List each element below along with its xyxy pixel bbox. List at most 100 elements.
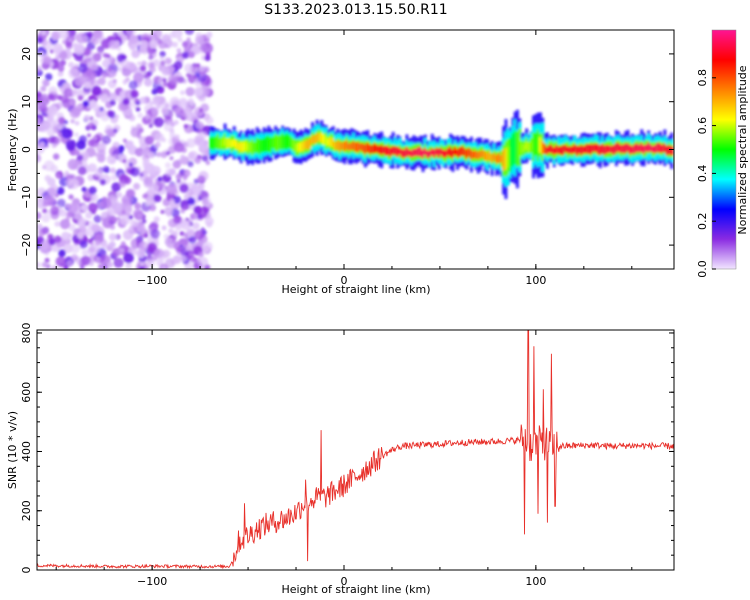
noise-speckle [131, 49, 140, 59]
ridge-cell [509, 143, 513, 166]
ridge-cell [635, 143, 639, 153]
noise-speckle [72, 42, 78, 48]
noise-speckle [56, 198, 66, 208]
noise-speckle [54, 155, 59, 160]
noise-speckle [58, 50, 68, 60]
noise-speckle [83, 114, 91, 122]
noise-speckle [195, 35, 205, 45]
noise-speckle [68, 178, 80, 190]
noise-speckle [108, 92, 118, 102]
ridge-cell [288, 137, 292, 146]
ridge-cell [449, 146, 453, 157]
ridge-cell [651, 145, 655, 153]
ridge-cell [370, 145, 374, 154]
ridge-cell [536, 137, 540, 154]
ridge-cell [329, 137, 333, 147]
noise-speckle [109, 99, 116, 106]
ridge-cell [658, 143, 662, 153]
ridge-cell [419, 146, 423, 157]
noise-speckle [50, 206, 60, 216]
ridge-cell [585, 144, 589, 154]
noise-speckle [137, 112, 143, 119]
noise-speckle [98, 149, 106, 157]
noise-speckle [169, 198, 175, 205]
y-tick-label: 20 [20, 47, 33, 61]
noise-speckle [149, 204, 157, 212]
noise-speckle [117, 153, 125, 161]
ridge-cell [603, 145, 607, 155]
noise-speckle [74, 121, 80, 126]
noise-speckle [79, 265, 85, 269]
ridge-cell [444, 150, 448, 158]
noise-speckle [139, 96, 147, 104]
noise-speckle [149, 101, 154, 106]
colorbar-gradient [712, 30, 736, 269]
y-tick-label: 200 [20, 500, 33, 521]
ridge-cell [439, 148, 443, 156]
ridge-cell [251, 142, 255, 153]
noise-speckle [199, 141, 210, 152]
snr-axes: −100 0 100 0 200 400 600 800 [20, 322, 674, 588]
noise-speckle [142, 193, 148, 199]
ridge-cell [292, 140, 296, 151]
noise-speckle [197, 175, 206, 184]
ridge-cell [580, 145, 584, 156]
noise-speckle [107, 79, 117, 89]
ridge-cell [248, 142, 252, 152]
colorbar-ticks: 0.0 0.2 0.4 0.6 0.8 [696, 69, 716, 278]
ridge-cell [354, 142, 358, 152]
noise-speckle [73, 211, 82, 220]
noise-speckle [55, 173, 62, 179]
ridge-cell [529, 142, 533, 150]
noise-speckle [84, 81, 92, 89]
ridge-cell [575, 145, 579, 156]
ridge-cell [437, 148, 441, 158]
noise-speckle [188, 236, 197, 244]
ridge-cell [373, 143, 377, 154]
ridge-cell [591, 144, 595, 153]
noise-speckle [164, 44, 169, 49]
ridge-cell [334, 142, 338, 150]
noise-speckle [37, 154, 40, 160]
noise-speckle [164, 206, 173, 216]
noise-speckle [202, 196, 212, 206]
noise-speckle [169, 96, 181, 108]
noise-speckle [37, 36, 44, 44]
ridge-cell [322, 134, 326, 145]
noise-speckle [87, 174, 95, 182]
ridge-cell [601, 143, 605, 154]
noise-speckle [101, 211, 108, 218]
noise-speckle [109, 69, 117, 78]
noise-speckle [180, 208, 186, 214]
noise-speckle [206, 221, 213, 228]
noise-speckle [173, 142, 185, 153]
noise-speckle [118, 179, 126, 188]
noise-speckle [136, 212, 144, 220]
ridge-cell [278, 137, 282, 148]
ridge-cell [428, 150, 432, 158]
ridge-cell [442, 149, 446, 158]
ridge-cell [631, 145, 635, 154]
ridge-cell [366, 142, 370, 153]
noise-speckle [37, 117, 41, 124]
noise-speckle [179, 155, 189, 165]
noise-speckle [162, 81, 169, 88]
ridge-cell [363, 144, 367, 154]
noise-speckle [180, 90, 185, 96]
noise-speckle [86, 57, 97, 68]
noise-speckle [110, 167, 116, 174]
ridge-cell [430, 148, 434, 156]
ridge-cell [654, 144, 658, 154]
noise-speckle [69, 107, 81, 119]
noise-speckle [145, 200, 151, 206]
noise-speckle [154, 141, 161, 148]
noise-speckle [172, 255, 182, 264]
ridge-cell [469, 149, 473, 160]
ridge-cell [495, 154, 499, 164]
noise-speckle [65, 41, 72, 48]
ridge-cell [608, 145, 612, 153]
noise-speckle [63, 243, 73, 254]
noise-speckle [130, 127, 141, 138]
noise-speckle [138, 241, 149, 251]
